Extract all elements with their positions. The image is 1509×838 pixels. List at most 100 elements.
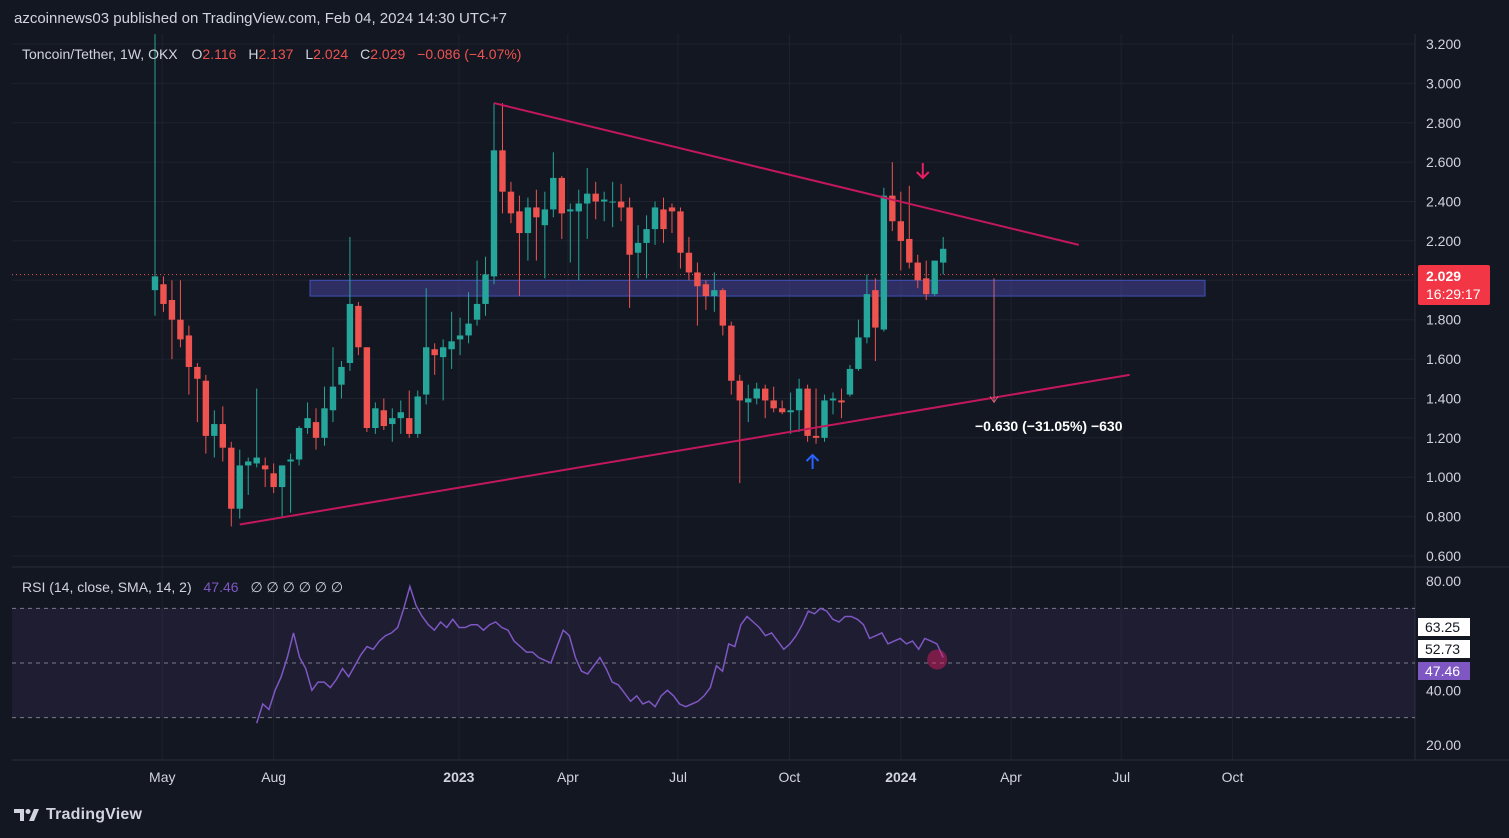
candle (897, 191, 904, 271)
candle-body (778, 408, 786, 413)
time-tick-label: 2023 (443, 769, 474, 785)
candle (745, 384, 752, 423)
price-pane[interactable] (12, 34, 1415, 567)
candle (558, 175, 565, 239)
candle (795, 378, 803, 432)
bar-countdown: 16:29:17 (1426, 286, 1481, 302)
candle (397, 400, 404, 434)
candle-body (694, 272, 701, 287)
time-axis[interactable]: May Aug 2023 Apr Jul Oct 2024 Apr Jul Oct (149, 769, 1243, 785)
candle-body (651, 207, 659, 230)
candle-body (355, 305, 362, 348)
candle-body (626, 207, 633, 255)
rsi-legend-value: 47.46 (204, 579, 239, 595)
candle (431, 343, 438, 375)
candle-body (600, 199, 608, 202)
time-tick-label: Oct (779, 769, 801, 785)
price-tick-label: 1.200 (1426, 430, 1461, 446)
candle-body (194, 366, 201, 379)
candle-body (380, 410, 388, 427)
candle (685, 236, 693, 281)
candle-body (855, 337, 862, 369)
candle (787, 392, 794, 434)
candle-body (456, 335, 464, 340)
candle (465, 292, 472, 344)
publisher-header: azcoinnews03 published on TradingView.co… (14, 10, 507, 27)
candle-body (329, 386, 337, 411)
candle (838, 388, 845, 419)
candle-body (516, 211, 523, 234)
candle-body (304, 418, 311, 428)
support-zone-rect (309, 279, 1206, 297)
candle-body (261, 465, 269, 470)
price-tick-label: 2.400 (1426, 194, 1461, 210)
tradingview-logo[interactable]: TradingView (14, 806, 142, 824)
candle-body (728, 325, 735, 381)
candle-body (889, 195, 896, 222)
time-tick-label: May (149, 769, 175, 785)
candle-body (719, 290, 727, 326)
price-tick-label: 2.800 (1426, 115, 1461, 131)
rsi-legend: RSI (14, close, SMA, 14, 2) 47.46 ∅ ∅ ∅ … (22, 579, 343, 595)
symbol-legend: Toncoin/Tether, 1W, OKX O2.116 H2.137 L2… (22, 46, 521, 62)
rsi-highlight-marker (927, 649, 948, 670)
candle (906, 185, 913, 269)
candle-body (448, 341, 455, 350)
candle (626, 197, 633, 308)
candle (939, 236, 947, 275)
candle-body (431, 349, 438, 356)
tradingview-brand: TradingView (46, 806, 143, 823)
candle (677, 207, 684, 269)
candle (668, 203, 676, 234)
candle (202, 374, 210, 454)
candle (728, 321, 735, 395)
candle (702, 280, 710, 310)
candle (278, 465, 286, 517)
candle-body (821, 400, 828, 438)
rsi-tick-label: 40.00 (1426, 682, 1461, 698)
candle (389, 408, 396, 442)
candle-body (473, 303, 481, 320)
candle-body (762, 388, 769, 401)
grid-lines (12, 34, 1509, 761)
candle-body (465, 323, 472, 336)
candle (499, 103, 506, 214)
close-label: C (360, 46, 370, 62)
time-tick-label: Jul (669, 769, 687, 785)
trendline-upper (493, 102, 1080, 246)
candle-body (507, 191, 515, 214)
candle (338, 361, 345, 399)
candle-body (753, 388, 760, 399)
candle (185, 325, 193, 395)
candle (355, 301, 362, 356)
candle (660, 197, 667, 243)
candle (524, 197, 532, 261)
candle (643, 215, 650, 279)
signal-arrows (805, 163, 930, 469)
candle (168, 280, 176, 360)
measure-arrowhead (989, 396, 999, 404)
candle (423, 288, 430, 405)
candle-body (906, 238, 913, 263)
tradingview-logo-icon (14, 809, 39, 821)
candle (584, 168, 591, 239)
candle (261, 457, 269, 488)
candle-body (168, 300, 176, 320)
candle-body (660, 209, 667, 230)
candle (406, 390, 413, 438)
candle (634, 225, 642, 279)
time-tick-label: Apr (1000, 769, 1022, 785)
candle (719, 288, 727, 336)
candle-body (423, 347, 430, 395)
up-arrow-head (805, 453, 820, 462)
candle (829, 392, 837, 415)
rsi-pane[interactable]: 80.00 40.00 20.00 (12, 573, 1461, 753)
candle (736, 374, 743, 484)
candle (456, 317, 464, 356)
rsi-legend-label: RSI (14, close, SMA, 14, 2) (22, 579, 192, 595)
candle (329, 347, 337, 423)
candle-body (490, 150, 498, 277)
candle (177, 280, 184, 348)
candle-body (185, 335, 193, 367)
